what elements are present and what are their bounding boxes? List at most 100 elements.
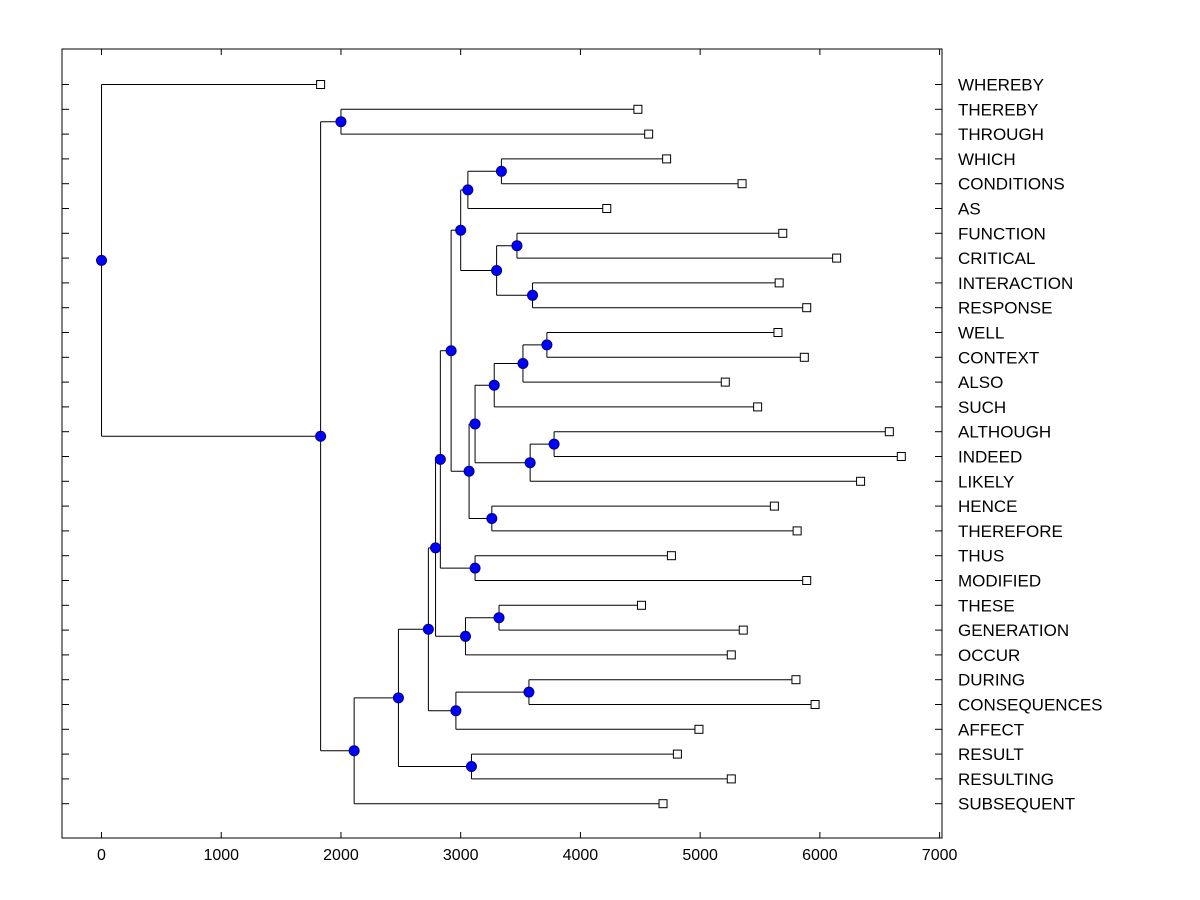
leaf-label: OCCUR — [958, 646, 1020, 665]
dendrogram-links — [101, 84, 902, 805]
leaf-label: DURING — [958, 671, 1025, 690]
merge-node — [348, 745, 360, 757]
leaf-marker — [662, 154, 672, 164]
leaf-label: HENCE — [958, 497, 1018, 516]
leaf-labels: WHEREBY THEREBY THROUGH WHICH CONDITIONS AS FU… — [958, 76, 1103, 814]
leaf-marker — [799, 352, 809, 362]
merge-node — [96, 254, 108, 266]
merge-node — [517, 358, 529, 369]
merge-node — [315, 430, 327, 442]
x-tick-label: 3000 — [443, 847, 479, 864]
leaf-marker — [896, 452, 906, 461]
leaf-marker — [791, 675, 801, 685]
leaf-label: SUCH — [958, 398, 1006, 417]
node-markers — [96, 116, 560, 772]
merge-node — [430, 542, 442, 554]
leaf-label: THEREFORE — [958, 522, 1063, 541]
leaf-marker — [769, 501, 779, 511]
leaf-marker — [738, 625, 748, 635]
leaf-label: WHICH — [958, 150, 1016, 169]
leaf-label: THUS — [958, 547, 1004, 566]
leaf-marker — [720, 377, 730, 387]
leaf-marker — [856, 476, 866, 486]
leaf-marker — [737, 179, 747, 189]
merge-node — [469, 562, 481, 574]
leaf-label: INTERACTION — [958, 274, 1073, 293]
y-axis-ticks — [62, 84, 942, 805]
leaf-marker — [832, 253, 842, 263]
leaf-marker — [666, 551, 676, 561]
leaf-marker — [602, 204, 612, 213]
x-tick-label: 1000 — [203, 847, 239, 864]
leaf-label: RESULT — [958, 745, 1024, 764]
leaf-label: CONTEXT — [958, 348, 1039, 367]
leaf-marker — [316, 80, 326, 89]
leaf-marker — [774, 278, 784, 288]
leaf-label: CONDITIONS — [958, 175, 1065, 194]
leaf-label: INDEED — [958, 448, 1022, 467]
merge-node — [455, 224, 467, 236]
merge-node — [511, 240, 523, 252]
merge-node — [422, 623, 434, 635]
leaf-label: AFFECT — [958, 720, 1024, 739]
merge-node — [486, 513, 498, 524]
x-axis-tick-labels: 0 1000 2000 3000 4000 5000 6000 7000 — [97, 847, 957, 864]
leaf-marker — [810, 700, 820, 709]
merge-node — [463, 465, 475, 477]
leaf-label: THESE — [958, 596, 1015, 615]
x-tick-label: 4000 — [563, 847, 599, 864]
leaf-marker — [884, 427, 894, 437]
merge-node — [469, 418, 481, 430]
x-tick-label: 0 — [97, 847, 106, 864]
leaf-marker — [792, 526, 802, 536]
leaf-label: ALSO — [958, 373, 1003, 392]
merge-node — [524, 457, 536, 469]
leaf-marker — [773, 328, 783, 337]
merge-node — [493, 612, 505, 624]
leaf-label: FUNCTION — [958, 224, 1046, 243]
leaf-marker — [658, 799, 668, 809]
x-tick-label: 2000 — [323, 847, 359, 864]
merge-node — [335, 116, 347, 128]
leaf-marker — [726, 650, 736, 660]
leaf-label: ALTHOUGH — [958, 423, 1051, 442]
leaf-label: AS — [958, 200, 981, 219]
merge-node — [548, 438, 560, 450]
leaf-label: GENERATION — [958, 621, 1069, 640]
leaf-marker — [633, 104, 643, 114]
leaf-marker — [672, 749, 682, 759]
leaf-label: RESPONSE — [958, 299, 1052, 318]
merge-node — [434, 453, 446, 465]
leaf-marker — [694, 724, 704, 734]
leaf-label: CRITICAL — [958, 249, 1035, 268]
merge-node — [523, 686, 535, 698]
leaf-marker — [802, 576, 812, 585]
leaf-label: RESULTING — [958, 770, 1054, 789]
leaf-label: SUBSEQUENT — [958, 795, 1075, 814]
merge-node — [459, 630, 471, 642]
merge-node — [541, 339, 553, 351]
merge-node — [462, 184, 474, 196]
merge-node — [465, 761, 477, 772]
leaf-label: MODIFIED — [958, 572, 1041, 591]
merge-node — [392, 692, 404, 704]
x-tick-label: 7000 — [922, 847, 958, 864]
leaf-marker — [636, 600, 646, 610]
leaf-markers — [316, 80, 906, 809]
x-tick-label: 5000 — [682, 847, 718, 864]
leaf-marker — [802, 303, 812, 313]
x-tick-label: 6000 — [802, 847, 838, 864]
plot-frame — [61, 48, 943, 839]
leaf-label: LIKELY — [958, 472, 1014, 491]
leaf-marker — [726, 774, 736, 784]
leaf-label: WELL — [958, 324, 1004, 343]
leaf-marker — [778, 228, 788, 238]
merge-node — [488, 379, 500, 391]
merge-node — [445, 345, 457, 357]
merge-node — [491, 265, 503, 276]
merge-node — [450, 705, 462, 717]
leaf-label: THEREBY — [958, 100, 1038, 119]
merge-node — [495, 165, 507, 177]
leaf-label: THROUGH — [958, 125, 1044, 144]
